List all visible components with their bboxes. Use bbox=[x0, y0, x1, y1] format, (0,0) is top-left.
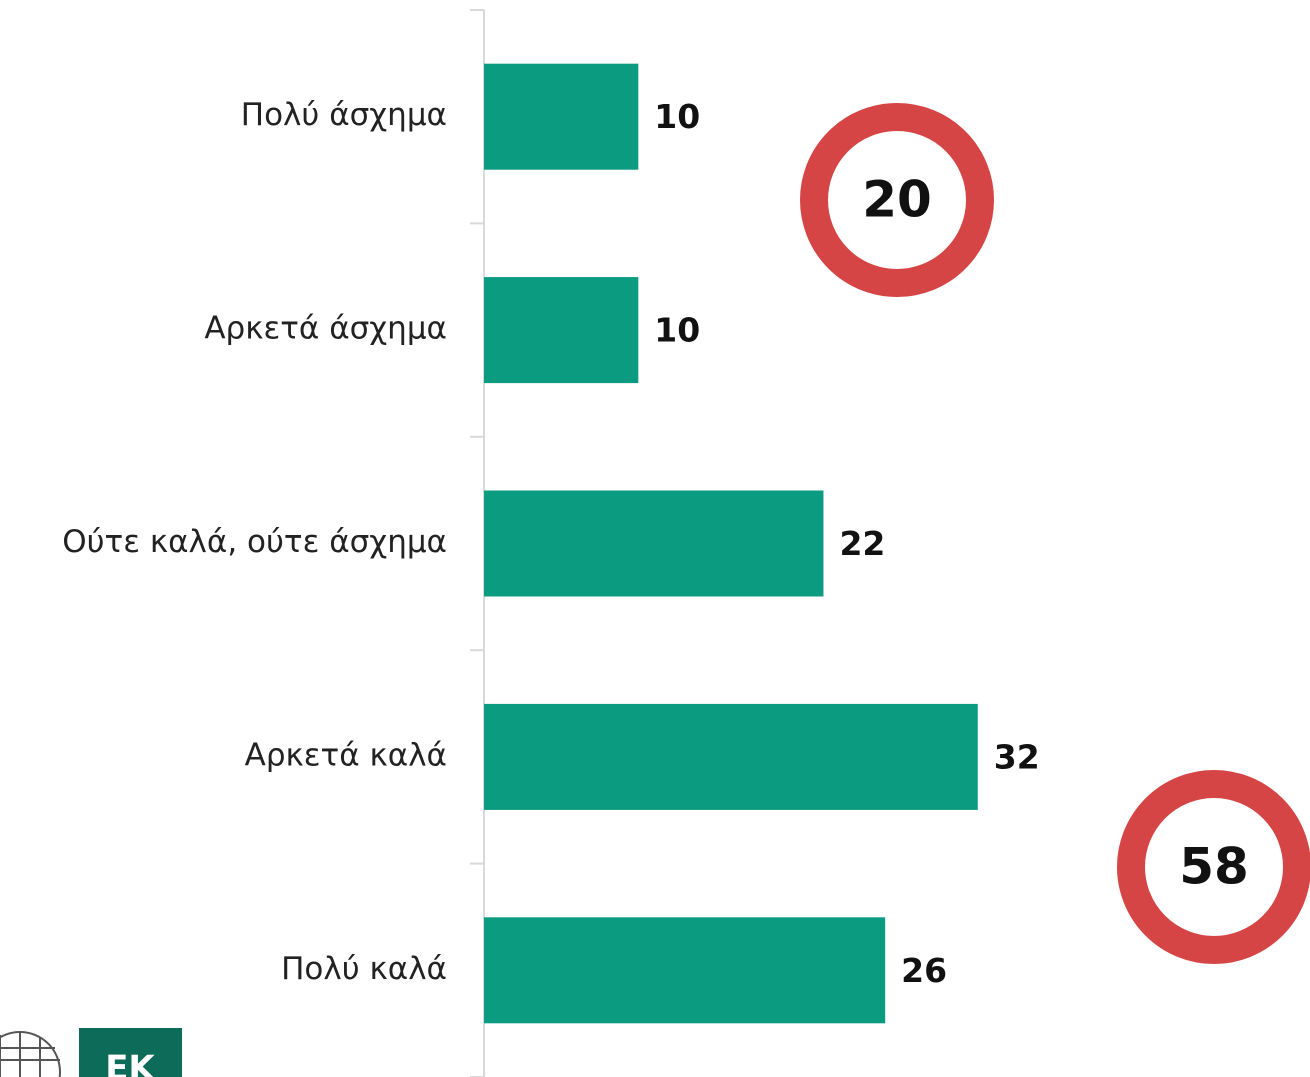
value-label: 10 bbox=[654, 97, 700, 136]
value-label: 26 bbox=[901, 951, 947, 990]
annotation-label: 58 bbox=[1179, 838, 1249, 896]
category-label: Ούτε καλά, ούτε άσχημα bbox=[62, 524, 447, 560]
bar bbox=[484, 277, 639, 384]
logo-globe bbox=[0, 1031, 61, 1077]
category-label: Αρκετά άσχημα bbox=[204, 311, 447, 347]
annotation-ring bbox=[800, 103, 994, 297]
logo-text: EK bbox=[105, 1049, 156, 1077]
bar bbox=[484, 63, 639, 170]
bar bbox=[484, 490, 824, 597]
value-label: 22 bbox=[839, 524, 885, 563]
logo-globe-lines bbox=[0, 1032, 60, 1077]
annotation-label: 20 bbox=[862, 171, 932, 229]
bar bbox=[484, 703, 978, 810]
logo: EK bbox=[0, 1028, 182, 1077]
bar bbox=[484, 917, 886, 1024]
category-label: Αρκετά καλά bbox=[245, 737, 447, 773]
category-label: Πολύ καλά bbox=[281, 951, 447, 987]
value-label: 32 bbox=[994, 737, 1040, 776]
annotation-ring bbox=[1117, 770, 1310, 964]
logo-box bbox=[79, 1028, 182, 1077]
category-label: Πολύ άσχημα bbox=[241, 97, 447, 133]
value-label: 10 bbox=[654, 311, 700, 350]
